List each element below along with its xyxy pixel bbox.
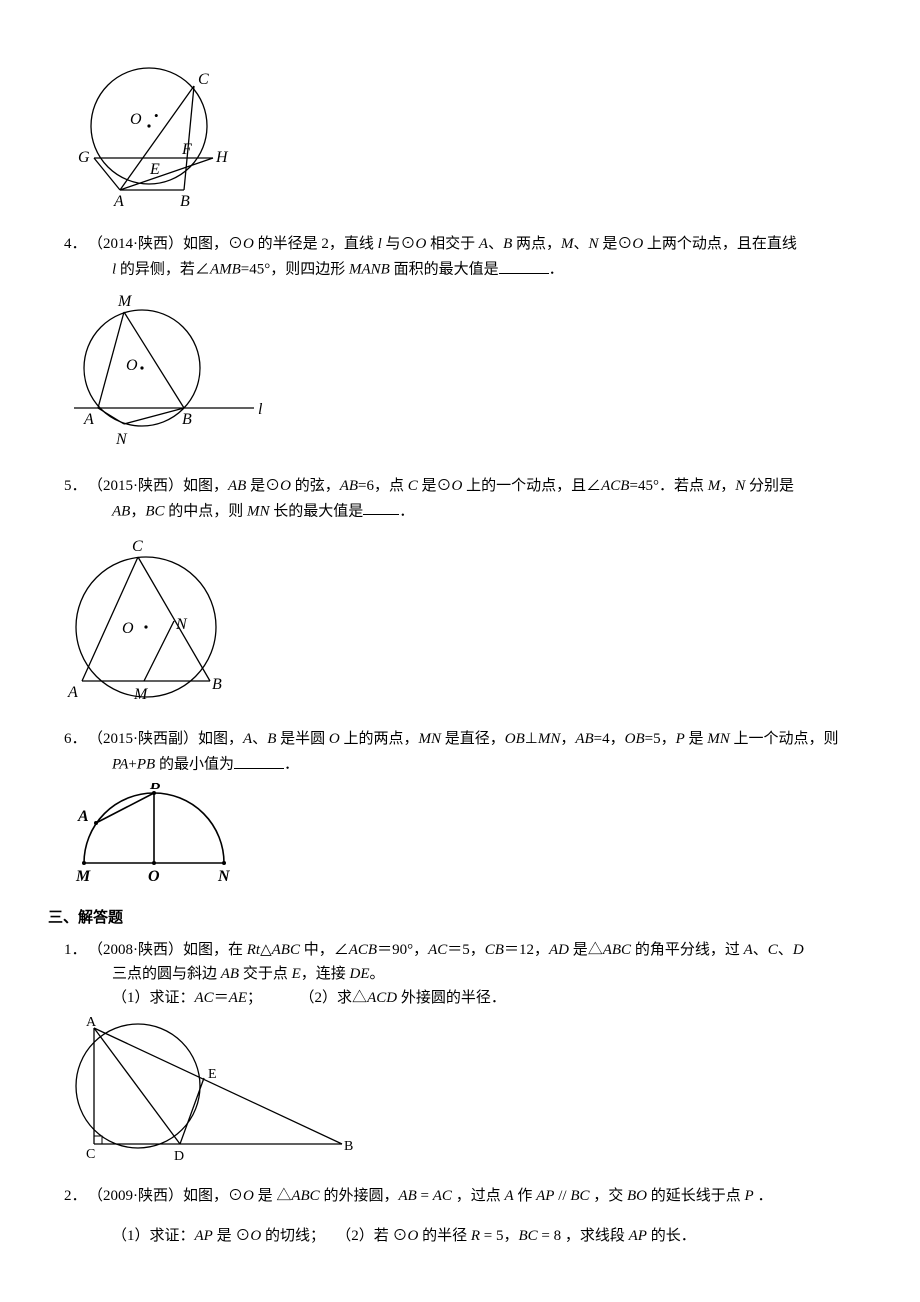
problem-3-2-subq: （1）求证：AP 是 ⊙O 的切线； （2）若 ⊙O 的半径 R = 5，BC … [112,1224,856,1248]
label-A: A [83,411,94,428]
figure-5: C O N A M B [64,529,856,717]
label-A: A [77,808,89,825]
label-B: B [180,193,190,210]
figure-3: O • C F H G E A B [64,54,856,222]
label-A: A [67,684,78,701]
label-C: C [86,1147,95,1162]
figure-3-1-svg: A E B C D [64,1016,364,1166]
problem-5-cont: AB，BC 的中点，则 MN 长的最大值是． [112,498,856,524]
label-O: O [148,868,160,885]
label-H: H [215,149,229,166]
blank-5 [363,498,399,516]
label-O: O [130,111,142,128]
problem-5-number: 5． [64,474,88,498]
problem-6-cont: PA+PB 的最小值为． [112,751,856,777]
label-M: M [117,293,133,310]
problem-3-1-subq: （1）求证：AC＝AE； （2）求△ACD 外接圆的半径． [112,986,856,1010]
figure-4-svg: M O A B N l [64,288,274,456]
label-M: M [133,686,149,703]
problem-6: 6．（2015·陕西副）如图，A、B 是半圆 O 上的两点，MN 是直径，OB⊥… [64,727,856,777]
figure-3-svg: O • C F H G E A B [64,54,244,214]
label-B: B [212,676,222,693]
problem-4-cont: l 的异侧，若∠AMB=45°，则四边形 MANB 面积的最大值是． [112,256,856,282]
problem-6-number: 6． [64,727,88,751]
section-3-heading: 三、解答题 [48,906,856,930]
problem-4: 4．（2014·陕西）如图，⊙O 的半径是 2，直线 l 与⊙O 相交于 A、B… [64,232,856,282]
label-B: B [149,783,161,793]
label-C: C [198,71,209,88]
figure-5-svg: C O N A M B [64,529,239,709]
problem-3-1-number: 1． [64,938,88,962]
label-A: A [113,193,124,210]
label-N: N [217,868,231,885]
figure-3-1: A E B C D [64,1016,856,1174]
label-l: l [258,401,263,418]
label-C: C [132,538,143,555]
problem-3-2-number: 2． [64,1184,88,1208]
label-E: E [149,161,160,178]
blank-6 [234,751,284,769]
label-A: A [86,1016,97,1030]
problem-3-2: 2．（2009·陕西）如图，⊙O 是 △ABC 的外接圆，AB = AC ，过点… [64,1184,856,1208]
label-N: N [115,431,128,448]
svg-text:•: • [154,108,159,123]
problem-3-1: 1．（2008·陕西）如图，在 Rt△ABC 中，∠ACB＝90°，AC＝5，C… [64,938,856,1010]
label-B: B [344,1139,353,1154]
label-O: O [126,357,138,374]
figure-4: M O A B N l [64,288,856,464]
figure-6: B A M O N [64,783,856,896]
label-B: B [182,411,192,428]
label-O: O [122,620,134,637]
label-F: F [181,141,192,158]
label-D: D [174,1149,184,1164]
blank-4 [499,256,549,274]
problem-4-number: 4． [64,232,88,256]
problem-5: 5．（2015·陕西）如图，AB 是⊙O 的弦，AB=6，点 C 是⊙O 上的一… [64,474,856,524]
problem-3-1-cont: 三点的圆与斜边 AB 交于点 E，连接 DE。 [112,962,856,986]
label-M: M [75,868,91,885]
figure-6-svg: B A M O N [64,783,249,888]
label-N: N [175,616,188,633]
label-G: G [78,149,90,166]
label-E: E [208,1067,217,1082]
